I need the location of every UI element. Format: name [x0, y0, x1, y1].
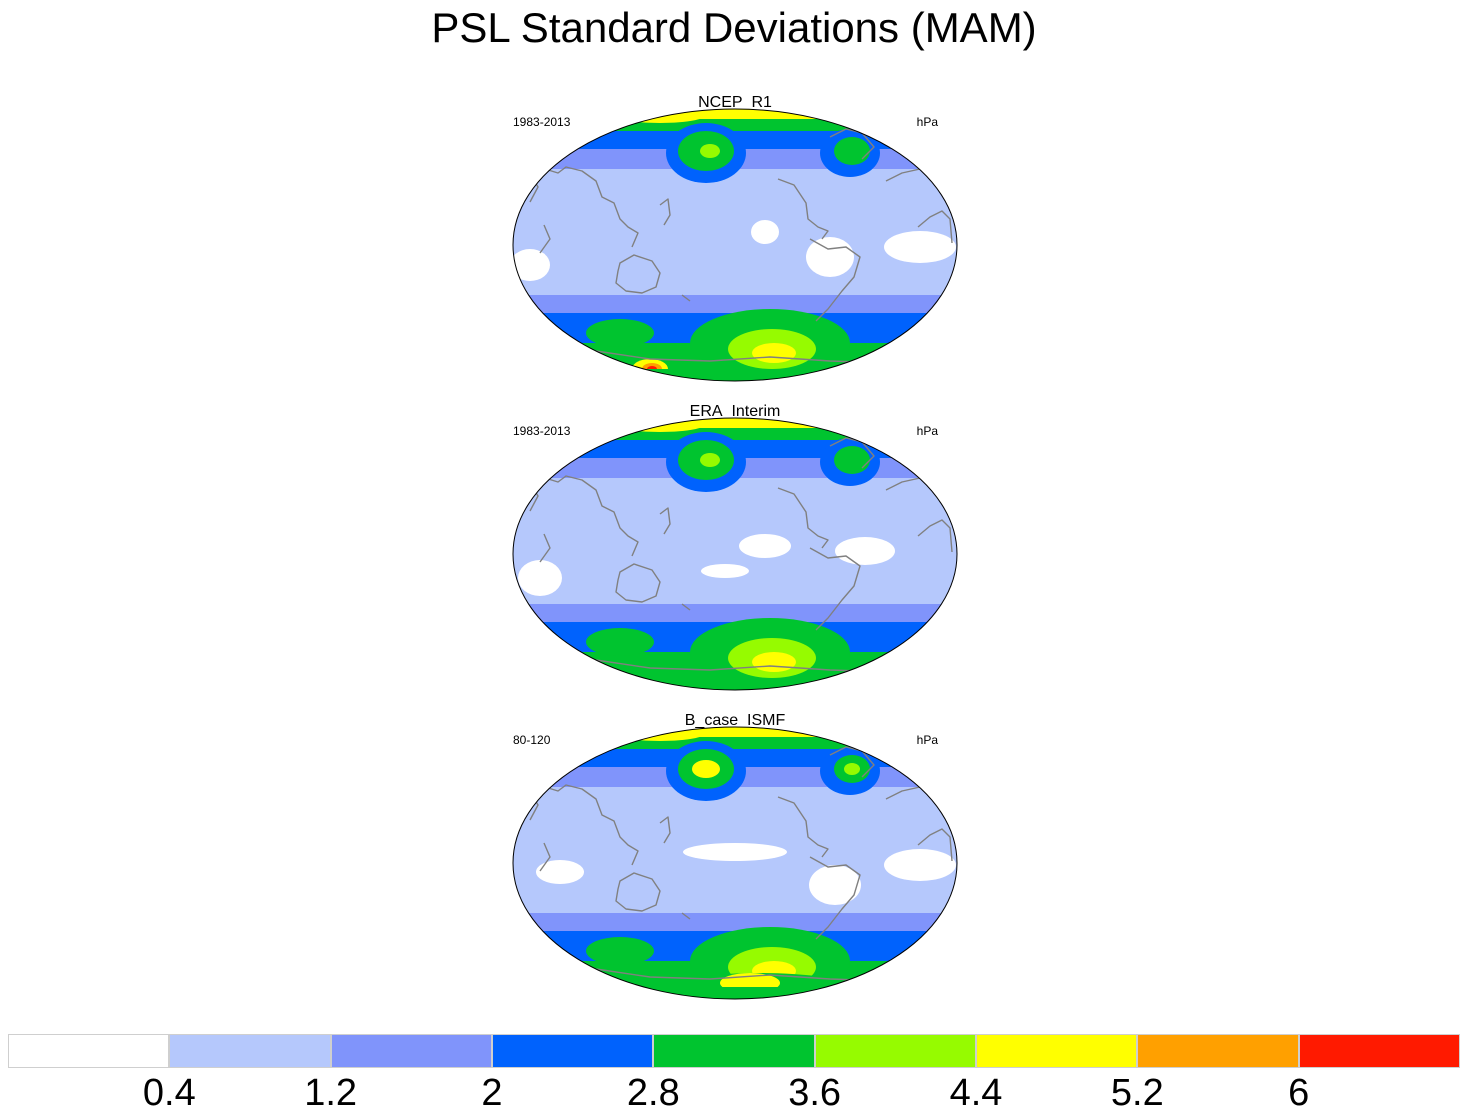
colorbar-box [975, 1034, 1138, 1068]
field-blob [752, 343, 796, 363]
field-blob [586, 937, 654, 965]
colorbar [8, 1034, 1460, 1068]
field-blob [739, 534, 791, 558]
panel-units: hPa [916, 733, 938, 747]
coastline [595, 968, 891, 982]
colorbar-label: 4.4 [949, 1072, 1003, 1114]
coastline [809, 547, 861, 631]
colorbar-box [330, 1034, 492, 1068]
field-blob [834, 137, 870, 165]
field-blob [884, 231, 956, 263]
coastline [659, 198, 671, 226]
colorbar-label: 1.2 [304, 1072, 358, 1114]
robinson-map [512, 108, 958, 382]
field-blob [844, 763, 860, 775]
colorbar-label: 6 [1288, 1072, 1310, 1114]
colorbar-box [1298, 1034, 1460, 1068]
colorbar-box [8, 1034, 170, 1068]
coastline [809, 238, 861, 322]
coastline [777, 487, 829, 549]
coastlines [529, 437, 953, 673]
field-blob [692, 760, 720, 778]
panel-period: 1983-2013 [513, 115, 571, 129]
map-outline [512, 726, 958, 1000]
coastline [917, 828, 953, 862]
field-blob [586, 628, 654, 656]
map-panel-b-case-ismf: B_case_ISMF 80-120 hPa [510, 711, 960, 1001]
coastline [615, 563, 661, 603]
field-blob [683, 843, 787, 861]
field-band [513, 727, 957, 737]
field-blob [700, 144, 720, 158]
robinson-map [512, 417, 958, 691]
field-blob [751, 220, 779, 244]
field-blob [809, 865, 861, 905]
colorbar-labels: 0.4 1.2 2 2.8 3.6 4.4 5.2 6 [8, 1072, 1460, 1116]
panel-title: ERA_Interim [689, 403, 781, 420]
field-blob [884, 849, 956, 881]
coastline [777, 796, 829, 858]
coastline [809, 856, 861, 940]
robinson-map [512, 726, 958, 1000]
coastline [539, 842, 551, 872]
field-blob [536, 860, 584, 884]
coastline [659, 816, 671, 844]
field-blob [586, 319, 654, 347]
coastline [595, 350, 891, 364]
panel-units: hPa [916, 424, 938, 438]
field-blob [700, 453, 720, 467]
field-blob [513, 249, 550, 281]
field-blob [835, 537, 895, 565]
colorbar-label: 3.6 [788, 1072, 842, 1114]
field-blob [518, 560, 562, 596]
colorbar-box [653, 1034, 815, 1068]
map-outline [512, 417, 958, 691]
coastline [777, 178, 829, 240]
panel-title: NCEP_R1 [698, 94, 772, 111]
field-band [513, 418, 957, 428]
coastline [539, 224, 551, 254]
colorbar-label: 5.2 [1110, 1072, 1164, 1114]
colorbar-label: 2.8 [626, 1072, 680, 1114]
colorbar-label: 0.4 [142, 1072, 196, 1114]
coastline [539, 533, 551, 563]
coastline [615, 254, 661, 294]
field-blob [701, 564, 749, 578]
panel-title: B_case_ISMF [684, 712, 786, 729]
coastline [681, 603, 691, 611]
field-blob [752, 652, 796, 672]
colorbar-box [491, 1034, 654, 1068]
map-panel-ncep-r1: NCEP_R1 1983-2013 hPa [510, 93, 960, 383]
map-panel-era-interim: ERA_Interim 1983-2013 hPa [510, 402, 960, 692]
colorbar-box [169, 1034, 331, 1068]
colorbar-box [1137, 1034, 1299, 1068]
coastline [615, 872, 661, 912]
panel-period: 1983-2013 [513, 424, 571, 438]
field-blob [834, 446, 870, 474]
coastline [595, 659, 891, 673]
coastline [681, 294, 691, 302]
map-outline [512, 108, 958, 382]
colorbar-label: 2 [481, 1072, 503, 1114]
coastline [681, 912, 691, 920]
field-blob [806, 237, 854, 277]
colorbar-box [814, 1034, 976, 1068]
coastline [917, 210, 953, 244]
panel-units: hPa [916, 115, 938, 129]
field-band [513, 109, 957, 119]
coastline [917, 519, 953, 553]
panel-period: 80-120 [513, 733, 551, 747]
coastline [659, 507, 671, 535]
page-title: PSL Standard Deviations (MAM) [431, 4, 1037, 51]
